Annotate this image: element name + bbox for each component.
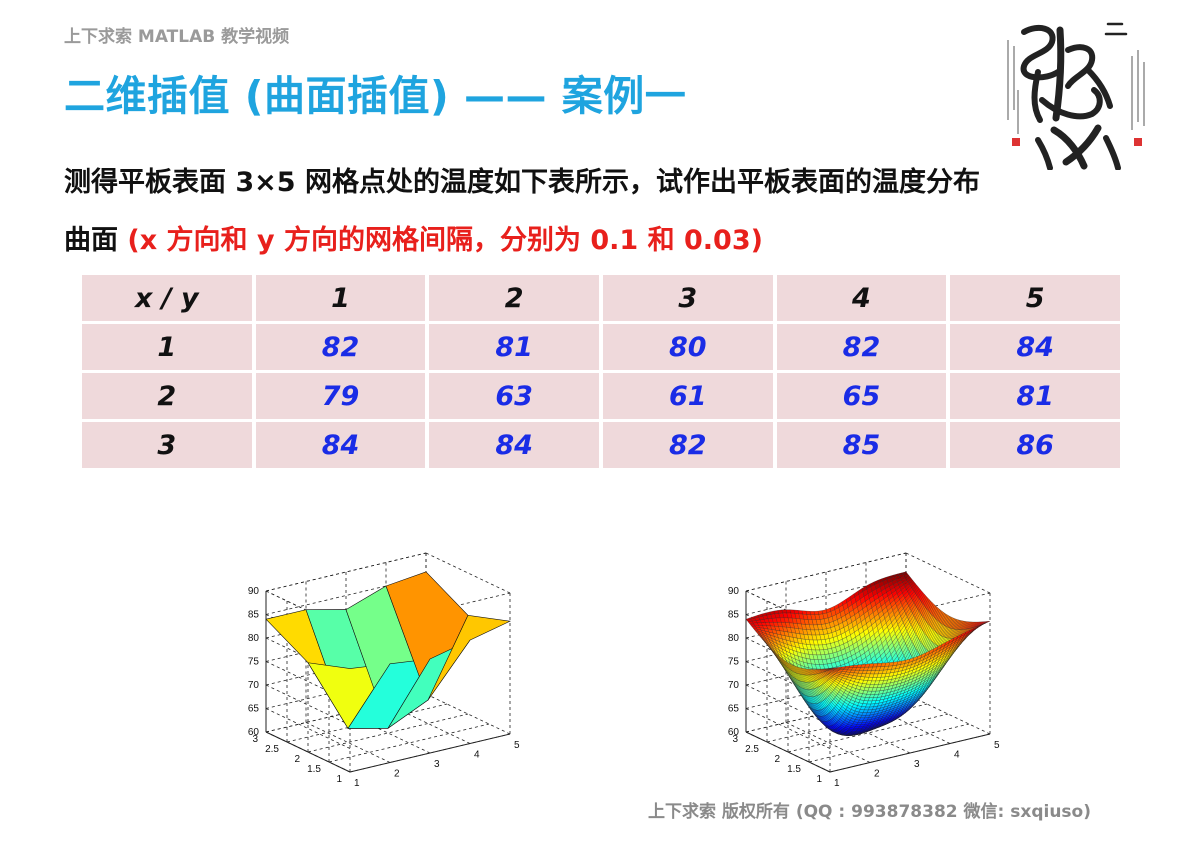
series-label: 上下求索 MATLAB 教学视频 bbox=[64, 27, 290, 47]
tick-label: 2.5 bbox=[265, 744, 279, 755]
tick-label: 5 bbox=[994, 740, 1000, 751]
tick-label: 85 bbox=[248, 610, 260, 621]
tick-label: 85 bbox=[728, 610, 740, 621]
table-cell: 80 bbox=[602, 324, 773, 370]
tick-label: 60 bbox=[728, 727, 740, 738]
tick-label: 75 bbox=[728, 657, 740, 668]
tick-label: 1 bbox=[816, 774, 822, 785]
tick-label: 5 bbox=[514, 740, 520, 751]
temperature-table: x / y 1 2 3 4 5 1 82 81 80 82 84 2 79 63… bbox=[78, 272, 1124, 471]
tick-label: 2 bbox=[874, 769, 880, 780]
page-title: 二维插值 (曲面插值) —— 案例一 bbox=[64, 72, 687, 120]
tick-label: 80 bbox=[728, 633, 740, 644]
tick-label: 2 bbox=[294, 754, 300, 765]
axes-box: 60 65 70 75 80 85 90 1 1.5 2 2.5 3 1 2 3 4 5 bbox=[728, 552, 1000, 789]
table-cell: 81 bbox=[429, 324, 599, 370]
box-edge bbox=[905, 552, 991, 594]
tick-label: 2 bbox=[774, 754, 780, 765]
axis-line bbox=[829, 733, 991, 773]
tick-label: 60 bbox=[248, 727, 260, 738]
table-cell: 82 bbox=[255, 324, 426, 370]
table-row: 2 79 63 61 65 81 bbox=[82, 373, 1120, 419]
table-cell: 63 bbox=[429, 373, 599, 419]
table-cell: 85 bbox=[776, 422, 947, 468]
tick-label: 1.5 bbox=[307, 764, 321, 775]
table-cell: 65 bbox=[776, 373, 947, 419]
tick-label: 75 bbox=[248, 657, 260, 668]
tick-label: 3 bbox=[252, 734, 258, 745]
axis-line bbox=[265, 731, 351, 773]
tick-label: 1 bbox=[834, 778, 840, 789]
table-cell: 82 bbox=[776, 324, 947, 370]
axis-line bbox=[745, 731, 831, 773]
surface-patch bbox=[427, 614, 512, 701]
table-header-cell: 1 bbox=[255, 275, 426, 321]
table-header-cell: x / y bbox=[82, 275, 252, 321]
table-cell: 84 bbox=[429, 422, 599, 468]
table-row: 1 82 81 80 82 84 bbox=[82, 324, 1120, 370]
table-header-cell: 2 bbox=[429, 275, 599, 321]
copyright-footer: 上下求索 版权所有 (QQ : 993878382 微信: sxqiuso) bbox=[648, 802, 1091, 822]
table-header-cell: 5 bbox=[950, 275, 1120, 321]
surface bbox=[265, 571, 512, 729]
coarse-surface-plot: 60 65 70 75 80 85 90 1 1.5 2 2.5 3 1 2 3 4 5 bbox=[248, 552, 520, 789]
seal-logo bbox=[1007, 22, 1145, 170]
description-line-2-prefix: 曲面 bbox=[64, 225, 128, 256]
tick-label: 4 bbox=[954, 750, 960, 761]
tick-label: 2.5 bbox=[745, 744, 759, 755]
tick-label: 1 bbox=[354, 778, 360, 789]
tick-label: 1.5 bbox=[787, 764, 801, 775]
table-row-label: 2 bbox=[82, 373, 252, 419]
tick-label: 90 bbox=[728, 586, 740, 597]
tick-label: 4 bbox=[474, 750, 480, 761]
table-cell: 79 bbox=[255, 373, 426, 419]
axis-line bbox=[349, 733, 511, 773]
table-cell: 86 bbox=[950, 422, 1120, 468]
table-cell: 81 bbox=[950, 373, 1120, 419]
table-header-row: x / y 1 2 3 4 5 bbox=[82, 275, 1120, 321]
description-line-1: 测得平板表面 3×5 网格点处的温度如下表所示，试作出平板表面的温度分布 bbox=[64, 167, 980, 198]
tick-label: 1 bbox=[336, 774, 342, 785]
tick-label: 65 bbox=[248, 704, 260, 715]
tick-label: 3 bbox=[914, 759, 920, 770]
tick-label: 70 bbox=[248, 680, 260, 691]
tick-label: 90 bbox=[248, 586, 260, 597]
tick-label: 3 bbox=[732, 734, 738, 745]
surface-patch bbox=[984, 621, 991, 624]
tick-label: 70 bbox=[728, 680, 740, 691]
surface bbox=[745, 571, 991, 736]
table-header-cell: 4 bbox=[776, 275, 947, 321]
tick-label: 3 bbox=[434, 759, 440, 770]
axes-box: 60 65 70 75 80 85 90 1 1.5 2 2.5 3 1 2 3 4 5 bbox=[248, 552, 520, 789]
table-cell: 61 bbox=[602, 373, 773, 419]
tick-label: 65 bbox=[728, 704, 740, 715]
table-row: 3 84 84 82 85 86 bbox=[82, 422, 1120, 468]
description-grid-spacing: (x 方向和 y 方向的网格间隔，分别为 0.1 和 0.03) bbox=[127, 225, 763, 256]
gridline bbox=[328, 723, 490, 763]
table-cell: 84 bbox=[255, 422, 426, 468]
table-row-label: 3 bbox=[82, 422, 252, 468]
tick-label: 2 bbox=[394, 769, 400, 780]
table-header-cell: 3 bbox=[602, 275, 773, 321]
description-line-2: 曲面 (x 方向和 y 方向的网格间隔，分别为 0.1 和 0.03) bbox=[64, 218, 763, 257]
table-cell: 82 bbox=[602, 422, 773, 468]
table-row-label: 1 bbox=[82, 324, 252, 370]
interpolated-surface-plot: 60 65 70 75 80 85 90 1 1.5 2 2.5 3 1 2 3 4 5 bbox=[728, 552, 1000, 789]
table-cell: 84 bbox=[950, 324, 1120, 370]
tick-label: 80 bbox=[248, 633, 260, 644]
